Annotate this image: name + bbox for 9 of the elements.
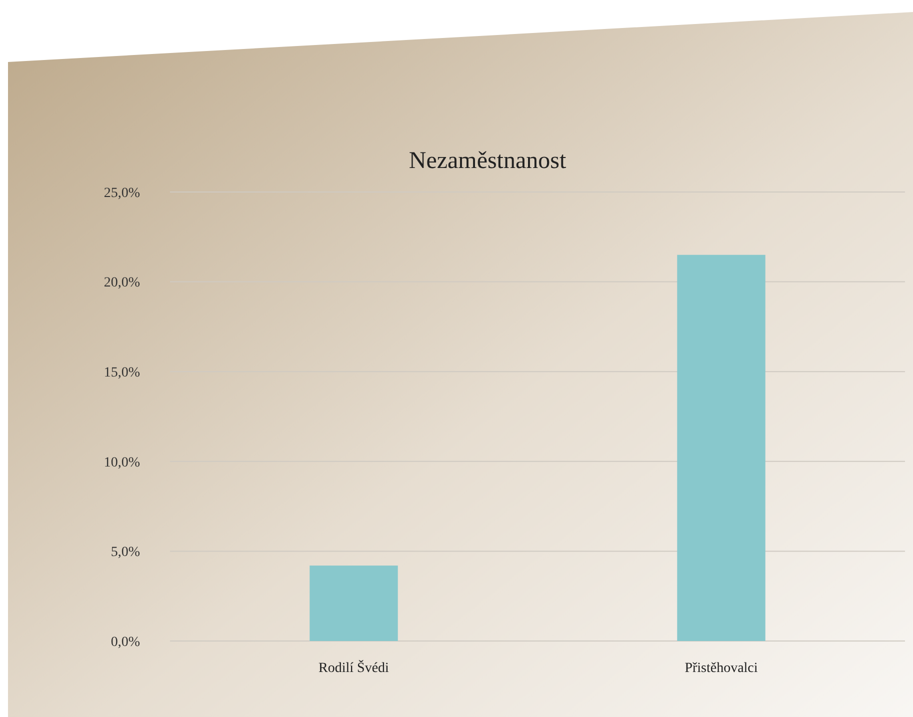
x-tick-label: Přistěhovalci	[684, 661, 758, 676]
y-tick-label: 20,0%	[104, 276, 140, 291]
chart-title: Nezaměstnanost	[408, 148, 566, 174]
y-tick-label: 15,0%	[104, 366, 140, 380]
y-tick-label: 10,0%	[104, 455, 140, 470]
y-tick-label: 0,0%	[110, 634, 140, 650]
y-tick-label: 25,0%	[104, 186, 140, 201]
y-tick-label: 5,0%	[110, 545, 140, 560]
x-tick-label: Rodilí Švédi	[318, 659, 390, 676]
